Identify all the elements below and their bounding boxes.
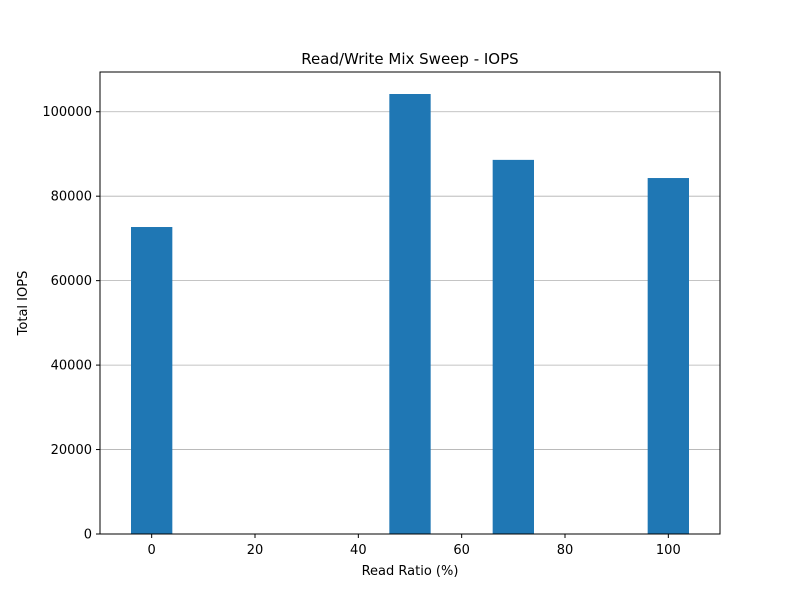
- y-axis-label: Total IOPS: [16, 271, 31, 337]
- x-tick-label: 20: [247, 543, 264, 558]
- bar-70: [492, 159, 534, 534]
- x-tick-label: 80: [557, 543, 574, 558]
- x-tick-label: 100: [656, 543, 681, 558]
- bar-100: [647, 178, 689, 535]
- x-axis-ticks: 0 20 40 60 80 100: [148, 534, 681, 558]
- bar-0: [131, 227, 173, 535]
- y-tick-label: 40000: [51, 359, 92, 374]
- x-axis-label: Read Ratio (%): [362, 564, 459, 579]
- x-tick-label: 60: [453, 543, 470, 558]
- y-tick-label: 100000: [42, 105, 92, 120]
- x-tick-label: 0: [148, 543, 156, 558]
- y-axis-ticks: 0 20000 40000 60000 80000 100000: [42, 105, 100, 543]
- bar-50: [389, 94, 431, 534]
- y-tick-label: 0: [84, 528, 92, 543]
- y-tick-label: 80000: [51, 190, 92, 205]
- bars: [131, 94, 689, 535]
- y-tick-label: 60000: [51, 274, 92, 289]
- plot-frame: [99, 71, 721, 535]
- x-tick-label: 40: [350, 543, 367, 558]
- chart-title: Read/Write Mix Sweep - IOPS: [301, 50, 518, 68]
- y-tick-label: 20000: [51, 443, 92, 458]
